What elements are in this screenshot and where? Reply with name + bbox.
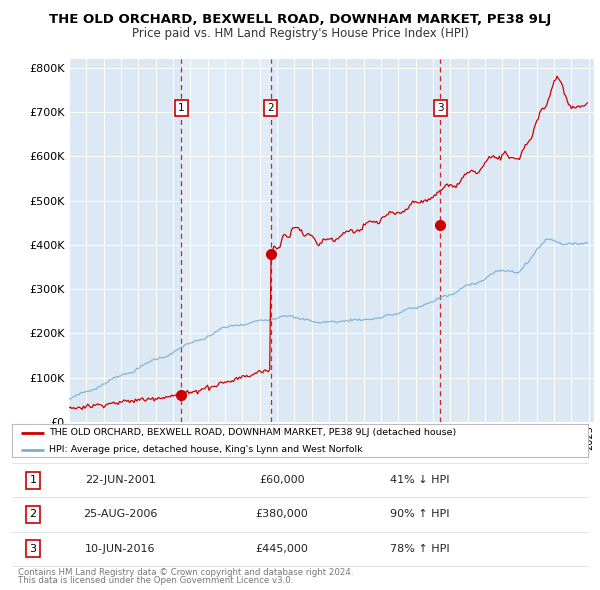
Text: £60,000: £60,000: [259, 476, 305, 485]
Text: Contains HM Land Registry data © Crown copyright and database right 2024.: Contains HM Land Registry data © Crown c…: [18, 568, 353, 577]
Text: 2: 2: [268, 103, 274, 113]
Text: 41% ↓ HPI: 41% ↓ HPI: [390, 476, 450, 485]
Text: 25-AUG-2006: 25-AUG-2006: [83, 510, 157, 519]
Text: HPI: Average price, detached house, King's Lynn and West Norfolk: HPI: Average price, detached house, King…: [49, 445, 363, 454]
Text: 90% ↑ HPI: 90% ↑ HPI: [390, 510, 450, 519]
Text: This data is licensed under the Open Government Licence v3.0.: This data is licensed under the Open Gov…: [18, 576, 293, 585]
Text: 10-JUN-2016: 10-JUN-2016: [85, 544, 155, 553]
Text: 1: 1: [178, 103, 184, 113]
Text: 3: 3: [437, 103, 444, 113]
Bar: [181, 59, 271, 422]
Text: 22-JUN-2001: 22-JUN-2001: [85, 476, 155, 485]
Text: 3: 3: [29, 544, 37, 553]
Text: Price paid vs. HM Land Registry's House Price Index (HPI): Price paid vs. HM Land Registry's House …: [131, 27, 469, 40]
Text: £445,000: £445,000: [256, 544, 308, 553]
Text: 1: 1: [29, 476, 37, 485]
Text: THE OLD ORCHARD, BEXWELL ROAD, DOWNHAM MARKET, PE38 9LJ (detached house): THE OLD ORCHARD, BEXWELL ROAD, DOWNHAM M…: [49, 428, 457, 437]
Text: £380,000: £380,000: [256, 510, 308, 519]
Text: 78% ↑ HPI: 78% ↑ HPI: [390, 544, 450, 553]
Text: 2: 2: [29, 510, 37, 519]
Text: THE OLD ORCHARD, BEXWELL ROAD, DOWNHAM MARKET, PE38 9LJ: THE OLD ORCHARD, BEXWELL ROAD, DOWNHAM M…: [49, 13, 551, 26]
